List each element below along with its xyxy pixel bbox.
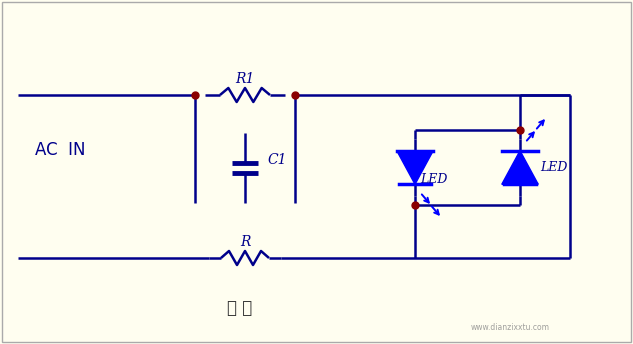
Text: R: R: [240, 235, 250, 249]
Polygon shape: [397, 151, 433, 184]
Text: C1: C1: [267, 153, 287, 167]
Polygon shape: [502, 151, 538, 184]
Text: www.dianzixxtu.com: www.dianzixxtu.com: [470, 323, 549, 333]
Text: LED: LED: [420, 173, 448, 186]
Text: R1: R1: [235, 72, 254, 86]
Text: AC  IN: AC IN: [35, 141, 85, 159]
Text: 圖 四: 圖 四: [227, 299, 253, 317]
Text: LED: LED: [540, 161, 567, 174]
